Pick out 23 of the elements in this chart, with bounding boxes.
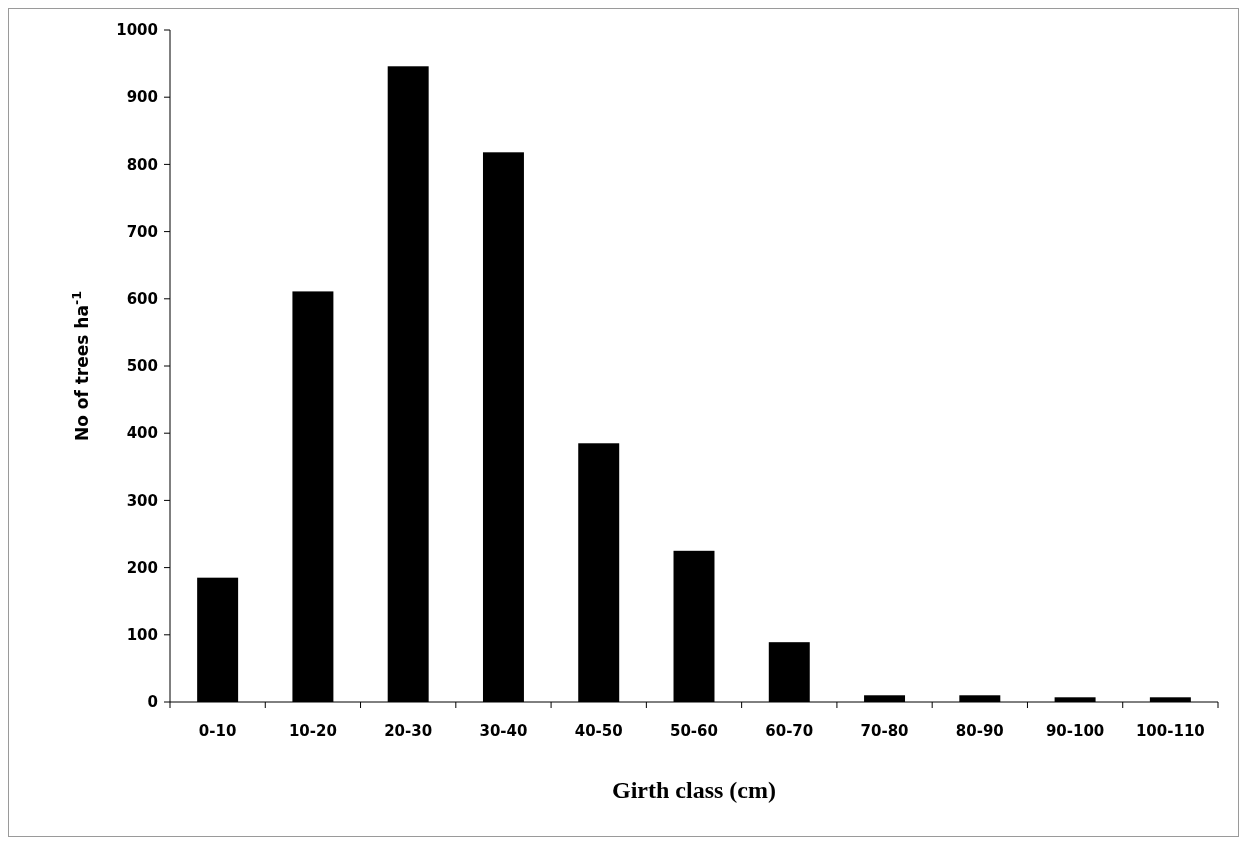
x-tick-label: 90-100	[1045, 722, 1105, 740]
y-tick-label: 500	[126, 357, 158, 376]
y-tick-label: 300	[126, 491, 158, 510]
x-tick-label: 40-50	[574, 722, 623, 740]
x-tick-label: 0-10	[198, 722, 237, 740]
y-tick-label: 1000	[116, 21, 158, 40]
x-axis-title: Girth class (cm)	[612, 777, 776, 803]
y-tick-label: 400	[126, 424, 158, 443]
x-tick-label: 100-110	[1135, 722, 1205, 740]
x-tick-label: 10-20	[288, 722, 337, 740]
x-tick-label: 20-30	[384, 722, 433, 740]
x-tick-label: 80-90	[955, 722, 1004, 740]
y-tick-label: 100	[126, 626, 158, 645]
y-tick-label: 800	[126, 155, 158, 174]
x-tick-label: 70-80	[860, 722, 909, 740]
y-tick-label: 200	[126, 558, 158, 577]
x-tick-label: 60-70	[765, 722, 814, 740]
x-tick-label: 30-40	[479, 722, 528, 740]
y-tick-label: 0	[147, 693, 158, 712]
x-tick-label: 50-60	[670, 722, 718, 740]
y-tick-label: 900	[126, 88, 158, 107]
y-tick-label: 600	[126, 290, 158, 309]
y-tick-label: 700	[126, 222, 158, 241]
